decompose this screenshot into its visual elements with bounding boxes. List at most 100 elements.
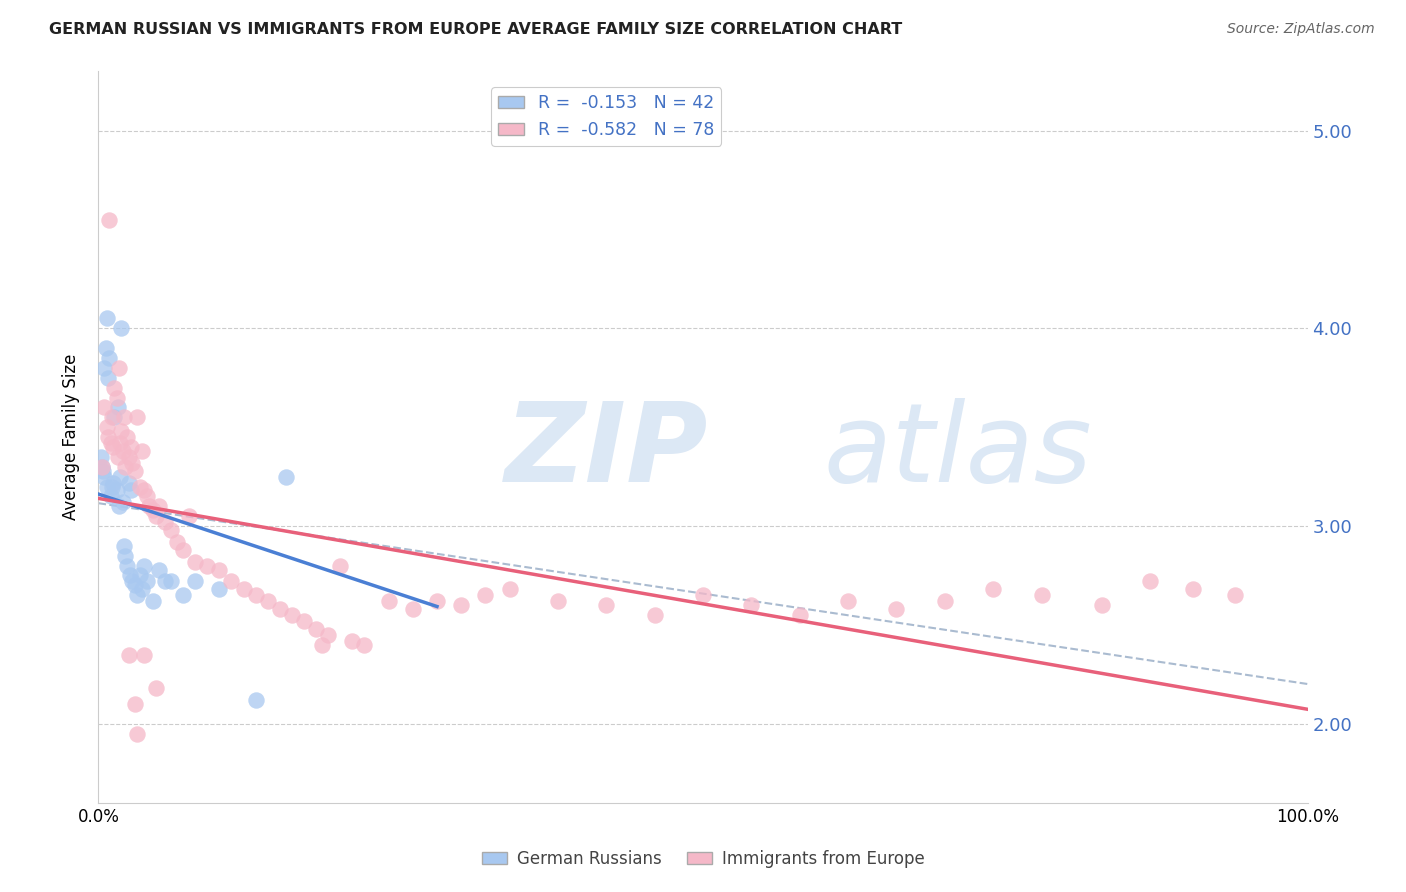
Point <box>208 562 231 576</box>
Point <box>311 638 333 652</box>
Point <box>184 555 207 569</box>
Y-axis label: Average Family Size: Average Family Size <box>62 354 80 520</box>
Point <box>142 503 165 517</box>
Point <box>110 321 132 335</box>
Point <box>402 602 425 616</box>
Point <box>97 430 120 444</box>
Point <box>740 598 762 612</box>
Point <box>120 440 142 454</box>
Point <box>377 594 399 608</box>
Point <box>96 420 118 434</box>
Point <box>103 381 125 395</box>
Point <box>98 212 121 227</box>
Point <box>108 500 131 514</box>
Point <box>114 459 136 474</box>
Point <box>148 562 170 576</box>
Point <box>837 594 859 608</box>
Point <box>153 574 176 589</box>
Point <box>107 450 129 464</box>
Point <box>117 558 139 573</box>
Point <box>111 495 134 509</box>
Point <box>118 648 141 662</box>
Point <box>138 500 160 514</box>
Point <box>121 574 143 589</box>
Point <box>245 588 267 602</box>
Point <box>91 459 114 474</box>
Point <box>145 509 167 524</box>
Point <box>281 607 304 622</box>
Point <box>100 436 122 450</box>
Point <box>172 542 194 557</box>
Point <box>160 574 183 589</box>
Point <box>644 607 666 622</box>
Point <box>342 633 364 648</box>
Point <box>172 588 194 602</box>
Point <box>120 483 142 498</box>
Point <box>101 440 124 454</box>
Point <box>93 360 115 375</box>
Point <box>221 574 243 589</box>
Point <box>134 483 156 498</box>
Point <box>127 726 149 740</box>
Point <box>111 444 134 458</box>
Point <box>114 549 136 563</box>
Point <box>98 351 121 365</box>
Point <box>153 515 176 529</box>
Point <box>112 539 135 553</box>
Point <box>96 479 118 493</box>
Text: GERMAN RUSSIAN VS IMMIGRANTS FROM EUROPE AVERAGE FAMILY SIZE CORRELATION CHART: GERMAN RUSSIAN VS IMMIGRANTS FROM EUROPE… <box>49 22 903 37</box>
Point <box>305 622 328 636</box>
Point <box>232 582 254 597</box>
Point <box>108 360 131 375</box>
Point <box>1139 574 1161 589</box>
Text: atlas: atlas <box>824 398 1092 505</box>
Point <box>934 594 956 608</box>
Point <box>131 582 153 597</box>
Point <box>105 483 128 498</box>
Point <box>118 568 141 582</box>
Point <box>1223 588 1246 602</box>
Point <box>105 391 128 405</box>
Point <box>245 693 267 707</box>
Point <box>128 568 150 582</box>
Point <box>160 523 183 537</box>
Point <box>101 475 124 490</box>
Point <box>148 500 170 514</box>
Point <box>121 456 143 470</box>
Point <box>1031 588 1053 602</box>
Point <box>789 607 811 622</box>
Point <box>108 469 131 483</box>
Legend: R =  -0.153   N = 42, R =  -0.582   N = 78: R = -0.153 N = 42, R = -0.582 N = 78 <box>491 87 721 146</box>
Point <box>91 464 114 478</box>
Point <box>256 594 278 608</box>
Point <box>94 341 117 355</box>
Point <box>426 594 449 608</box>
Text: Source: ZipAtlas.com: Source: ZipAtlas.com <box>1227 22 1375 37</box>
Point <box>208 582 231 597</box>
Point <box>981 582 1004 597</box>
Point <box>93 401 115 415</box>
Point <box>135 489 157 503</box>
Point <box>450 598 472 612</box>
Point <box>179 509 201 524</box>
Point <box>498 582 520 597</box>
Point <box>128 479 150 493</box>
Point <box>692 588 714 602</box>
Point <box>100 489 122 503</box>
Point <box>100 410 122 425</box>
Point <box>184 574 207 589</box>
Point <box>110 424 132 438</box>
Point <box>474 588 496 602</box>
Point <box>886 602 908 616</box>
Point <box>91 459 114 474</box>
Point <box>117 430 139 444</box>
Point <box>127 588 149 602</box>
Point <box>118 475 141 490</box>
Point <box>145 681 167 695</box>
Point <box>329 558 352 573</box>
Point <box>127 410 149 425</box>
Point <box>274 469 297 483</box>
Point <box>93 469 115 483</box>
Point <box>195 558 218 573</box>
Point <box>595 598 617 612</box>
